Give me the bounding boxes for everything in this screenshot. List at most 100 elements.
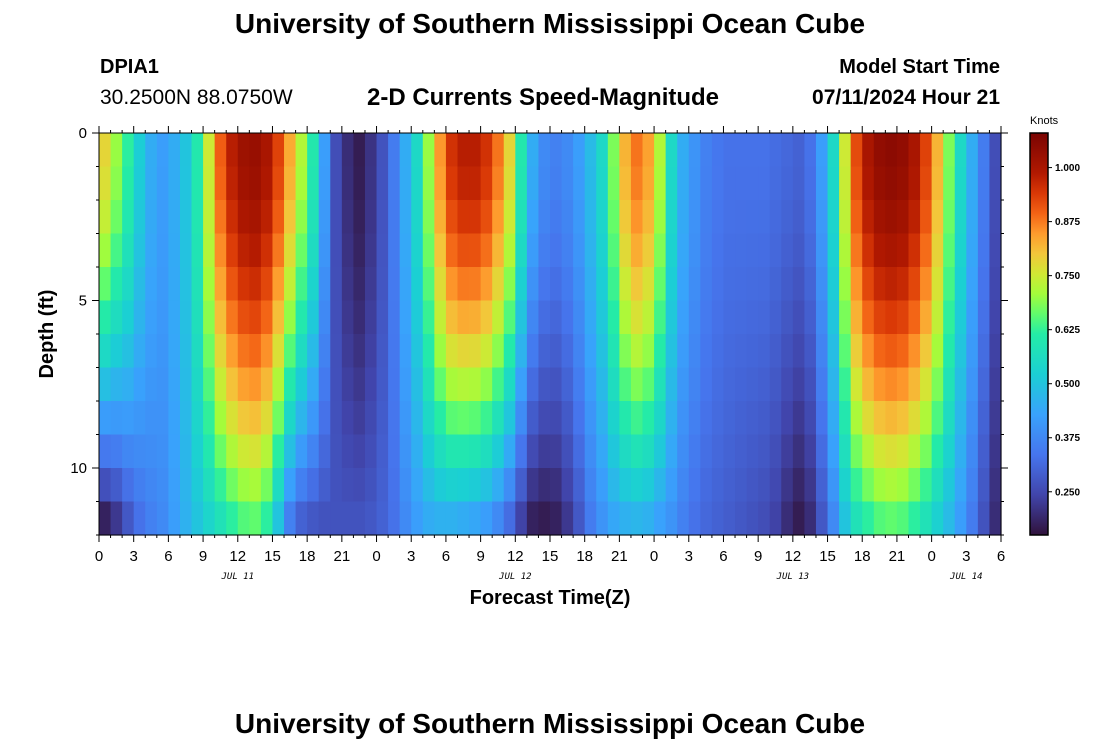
- heatmap-cell: [480, 401, 493, 436]
- heatmap-cell: [920, 267, 933, 302]
- heatmap-cell: [214, 166, 227, 201]
- heatmap-cell: [411, 200, 424, 235]
- heatmap-cell: [908, 267, 921, 302]
- heatmap-cell: [214, 401, 227, 436]
- heatmap-cell: [295, 501, 308, 536]
- x-tick-label: 0: [372, 548, 380, 565]
- heatmap-cell: [260, 501, 274, 536]
- heatmap-cell: [422, 200, 435, 235]
- heatmap-cell: [596, 200, 609, 235]
- heatmap-cell: [145, 434, 158, 469]
- heatmap-cell: [885, 166, 898, 201]
- heatmap-cell: [272, 300, 285, 335]
- x-tick-label: 0: [927, 548, 935, 565]
- heatmap-cell: [191, 401, 204, 436]
- heatmap-cell: [191, 300, 204, 335]
- heatmap-cell: [654, 200, 667, 235]
- heatmap-cell: [688, 233, 701, 268]
- heatmap-cell: [677, 200, 690, 235]
- heatmap-cell: [272, 166, 285, 201]
- heatmap-cell: [654, 501, 667, 536]
- x-tick-label: 18: [299, 548, 316, 565]
- heatmap-cell: [665, 401, 678, 436]
- heatmap-cell: [596, 367, 609, 402]
- heatmap-cell: [122, 401, 135, 436]
- heatmap-cell: [191, 267, 204, 302]
- heatmap-cell: [977, 133, 991, 168]
- heatmap-cell: [226, 166, 239, 201]
- heatmap-cell: [700, 133, 713, 168]
- heatmap-cell: [619, 166, 632, 201]
- heatmap-cell: [781, 434, 794, 469]
- heatmap-cell: [989, 267, 1002, 302]
- heatmap-cell: [538, 133, 551, 168]
- heatmap-cell: [411, 267, 424, 302]
- heatmap-cell: [353, 501, 366, 536]
- heatmap-cell: [353, 468, 366, 503]
- heatmap-cell: [191, 166, 204, 201]
- heatmap-cell: [434, 334, 447, 369]
- heatmap-cell: [434, 468, 447, 503]
- heatmap-cell: [330, 200, 343, 235]
- heatmap-cell: [908, 133, 921, 168]
- heatmap-cell: [145, 501, 158, 536]
- heatmap-cell: [723, 233, 736, 268]
- heatmap-cell: [272, 334, 285, 369]
- heatmap-cell: [642, 434, 655, 469]
- heatmap-cell: [815, 166, 829, 201]
- heatmap-cell: [526, 434, 540, 469]
- heatmap-cell: [260, 133, 274, 168]
- heatmap-cell: [145, 200, 158, 235]
- heatmap-cell: [307, 334, 320, 369]
- heatmap-cell: [954, 367, 967, 402]
- colorbar-tick-label: 0.375: [1055, 433, 1080, 444]
- heatmap-cell: [781, 200, 794, 235]
- x-tick-label: 6: [442, 548, 450, 565]
- heatmap-cell: [966, 133, 979, 168]
- heatmap-cell: [677, 300, 690, 335]
- heatmap-cell: [596, 501, 609, 536]
- heatmap-cell: [873, 267, 886, 302]
- heatmap-cell: [353, 267, 366, 302]
- x-tick-label: 15: [264, 548, 281, 565]
- heatmap-cell: [989, 166, 1002, 201]
- heatmap-cell: [191, 133, 204, 168]
- heatmap-cell: [989, 401, 1002, 436]
- colorbar: Knots 0.250 0.375 0.500 0.625 0.750 0.875 1.00…: [1029, 115, 1080, 536]
- heatmap-cell: [156, 200, 169, 235]
- heatmap-cell: [214, 434, 227, 469]
- heatmap-cell: [966, 468, 979, 503]
- heatmap-cell: [480, 300, 493, 335]
- heatmap-cell: [341, 334, 355, 369]
- colorbar-gradient: [1029, 132, 1049, 536]
- heatmap-cell: [168, 166, 181, 201]
- heatmap-cell: [688, 166, 701, 201]
- heatmap-cell: [573, 334, 586, 369]
- heatmap-cell: [735, 501, 748, 536]
- heatmap-cell: [896, 334, 910, 369]
- heatmap-cell: [515, 367, 528, 402]
- heatmap-cell: [411, 501, 424, 536]
- heatmap-cell: [815, 434, 829, 469]
- heatmap-cell: [237, 200, 250, 235]
- heatmap-cell: [931, 501, 944, 536]
- heatmap-cell: [839, 434, 852, 469]
- heatmap-cell: [434, 300, 447, 335]
- heatmap-cell: [538, 501, 551, 536]
- heatmap-cell: [341, 267, 355, 302]
- x-tick-label: 0: [650, 548, 658, 565]
- heatmap-cell: [469, 367, 482, 402]
- heatmap-cell: [642, 133, 655, 168]
- heatmap-cell: [203, 233, 216, 268]
- heatmap-cell: [145, 300, 158, 335]
- heatmap-cell: [931, 401, 944, 436]
- heatmap-cell: [654, 233, 667, 268]
- heatmap-cell: [284, 133, 297, 168]
- heatmap-cell: [445, 468, 459, 503]
- heatmap-cell: [584, 401, 597, 436]
- heatmap-cell: [341, 200, 355, 235]
- heatmap-cell: [364, 200, 378, 235]
- heatmap-cell: [989, 233, 1002, 268]
- heatmap-cell: [711, 468, 725, 503]
- heatmap-cell: [237, 267, 250, 302]
